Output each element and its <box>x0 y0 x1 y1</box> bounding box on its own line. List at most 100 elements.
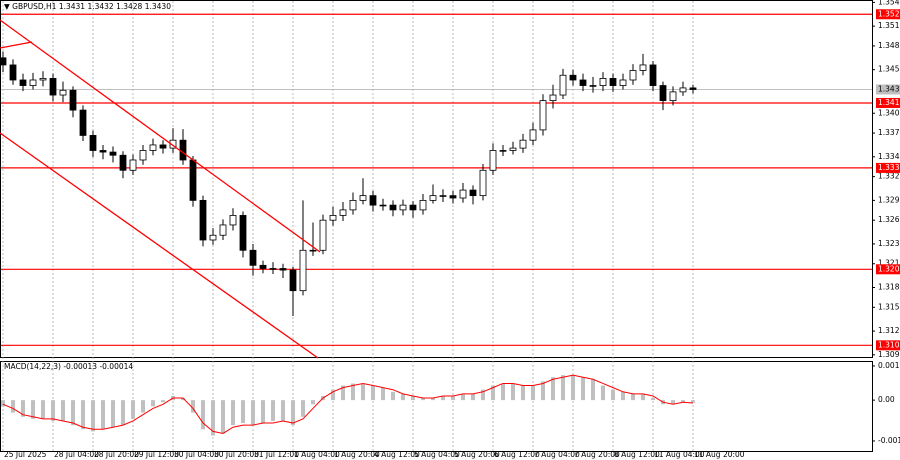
candle-body <box>29 79 37 86</box>
candle-body <box>519 139 527 149</box>
histogram-bar <box>371 385 375 401</box>
x-tick-label: 6 Aug 12:00 <box>494 450 540 459</box>
x-tick-label: 7 Aug 04:00 <box>534 450 580 459</box>
candle-body <box>439 195 447 197</box>
histogram-bar <box>291 400 295 426</box>
candle-body <box>529 129 537 141</box>
y-tick-label: -0.00196 <box>878 436 900 445</box>
histogram-bar <box>431 398 435 401</box>
candle-body <box>229 215 237 226</box>
candle-body <box>179 139 187 161</box>
candle-body <box>109 151 117 156</box>
x-tick-label: 8 Aug 12:00 <box>614 450 660 459</box>
candle-body <box>619 79 627 86</box>
candle-body <box>489 150 497 171</box>
candle-body <box>359 195 367 201</box>
histogram-bar <box>361 383 365 401</box>
histogram-bar <box>41 400 45 419</box>
x-tick-label: 5 Aug 04:00 <box>414 450 460 459</box>
x-tick-label: 25 Jul 2025 <box>4 450 47 459</box>
histogram-bar <box>181 398 185 401</box>
histogram-bar <box>21 400 25 417</box>
candle-body <box>679 87 687 93</box>
y-tick-label: 1.3235 <box>878 239 900 248</box>
candle-body <box>19 79 27 86</box>
candle-body <box>429 195 437 201</box>
histogram-bar <box>311 400 315 405</box>
histogram-bar <box>351 383 355 401</box>
candle-body <box>629 70 637 81</box>
y-tick-label: 1.3095 <box>878 350 900 359</box>
candle-body <box>199 199 207 241</box>
y-tick-label: 1.3375 <box>878 128 900 137</box>
histogram-bar <box>191 400 195 413</box>
signal-line <box>2 374 694 434</box>
y-tick-label: 1.3345 <box>878 152 900 161</box>
candle-body <box>509 147 517 151</box>
candle-body <box>319 219 327 251</box>
channel-line <box>0 41 33 49</box>
histogram-bar <box>51 400 55 421</box>
histogram-bar <box>61 400 65 421</box>
level-label-box <box>876 162 900 173</box>
candle-body <box>589 85 597 87</box>
macd-title: MACD(14,22,3) -0.00013 -0.00014 <box>4 362 133 371</box>
histogram-bar <box>111 400 115 428</box>
histogram-bar <box>561 375 565 401</box>
y-tick-label: 1.3400 <box>878 108 900 117</box>
y-tick-label: 0.00 <box>878 395 895 404</box>
x-tick-label: 11 Aug 20:00 <box>694 450 745 459</box>
candle-body <box>649 64 657 86</box>
candle-body <box>599 78 607 86</box>
candle-body <box>69 89 77 111</box>
histogram-bar <box>511 383 515 401</box>
candle-body <box>419 199 427 211</box>
histogram-bar <box>161 400 165 403</box>
candle-body <box>539 100 547 131</box>
x-tick-label: 28 Jul 04:00 <box>54 450 99 459</box>
histogram-bar <box>651 398 655 401</box>
histogram-bar <box>611 389 615 401</box>
histogram-bar <box>231 400 235 426</box>
candle-body <box>299 249 307 292</box>
candle-body <box>39 78 47 81</box>
candle-body <box>249 249 257 266</box>
x-tick-label: 7 Aug 20:00 <box>574 450 620 459</box>
histogram-bar <box>11 400 15 413</box>
level-label-box <box>876 340 900 351</box>
histogram-bar <box>591 379 595 401</box>
histogram-bar <box>401 393 405 401</box>
level-label: 1.3413 <box>878 98 900 107</box>
candle-body <box>269 268 277 270</box>
y-tick-label: 1.3485 <box>878 41 900 50</box>
current-price-box <box>876 84 900 95</box>
histogram-bar <box>201 400 205 430</box>
y-tick-label: 1.3155 <box>878 302 900 311</box>
candle-body <box>99 150 107 153</box>
histogram-bar <box>481 389 485 401</box>
level-label-box <box>876 97 900 108</box>
y-tick-label: 1.3210 <box>878 259 900 268</box>
x-tick-label: 29 Jul 12:00 <box>134 450 179 459</box>
histogram-bar <box>101 400 105 430</box>
candle-body <box>349 199 357 211</box>
x-tick-label: 5 Aug 20:00 <box>454 450 500 459</box>
candle-body <box>399 204 407 211</box>
x-tick-label: 30 Jul 20:00 <box>214 450 259 459</box>
histogram-bar <box>271 400 275 421</box>
candle-body <box>609 78 617 86</box>
histogram-bar <box>31 400 35 419</box>
histogram-bar <box>281 400 285 421</box>
level-label: 1.3107 <box>878 340 900 349</box>
candle-body <box>149 144 157 151</box>
candle-body <box>559 74 567 96</box>
candle-body <box>389 204 397 211</box>
histogram-bar <box>681 400 685 403</box>
channel-line <box>0 19 321 253</box>
candle-body <box>259 264 267 269</box>
candle-body <box>139 150 147 161</box>
x-tick-label: 1 Aug 04:00 <box>294 450 340 459</box>
histogram-bar <box>391 391 395 401</box>
candle-body <box>669 91 677 101</box>
